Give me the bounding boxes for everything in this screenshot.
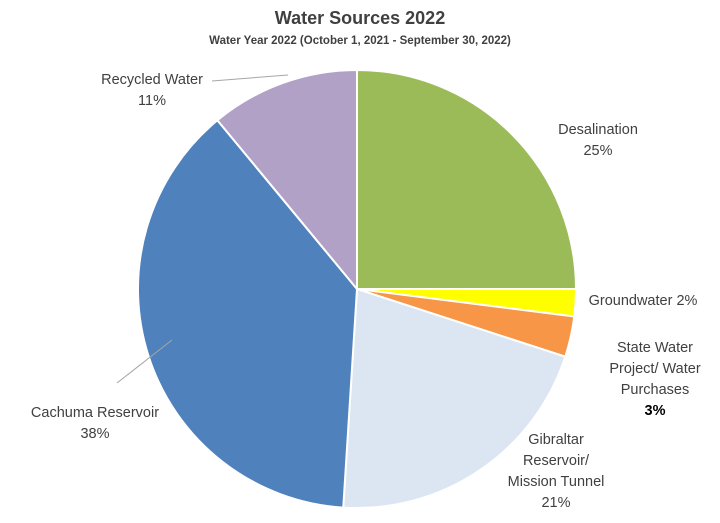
pie-slice-gibraltar: [342, 287, 567, 509]
pie-slice-recycled: [215, 68, 358, 292]
leader-line-cachuma: [116, 339, 173, 384]
chart-title: Water Sources 2022: [274, 8, 446, 28]
slice-label-groundwater: Groundwater 2%: [589, 293, 698, 309]
slice-label-recycled: Recycled Water 11%: [101, 72, 203, 109]
chart-subtitle: Water Year 2022 (October 1, 2021 - Septe…: [209, 35, 511, 47]
slice-label-desalination: Desalination 25%: [558, 122, 638, 159]
slice-label-gibraltar: Gibraltar Reservoir/Mission Tunnel 21%: [508, 432, 605, 511]
slice-percent-gibraltar: 21%: [541, 495, 570, 511]
pie-slice-cachuma: [137, 118, 359, 509]
leader-line-recycled: [211, 74, 289, 82]
slice-percent-state-water: 3%: [645, 403, 666, 419]
slice-percent-desalination: 25%: [583, 143, 612, 159]
slice-label-cachuma: Cachuma Reservoir 38%: [31, 405, 159, 442]
pie-slice-desalination: [356, 68, 578, 290]
slice-percent-cachuma: 38%: [80, 426, 109, 442]
slice-percent-recycled: 11%: [138, 93, 166, 109]
slice-label-state-water: State Water Project/ Water Purchases 3%: [609, 340, 700, 419]
